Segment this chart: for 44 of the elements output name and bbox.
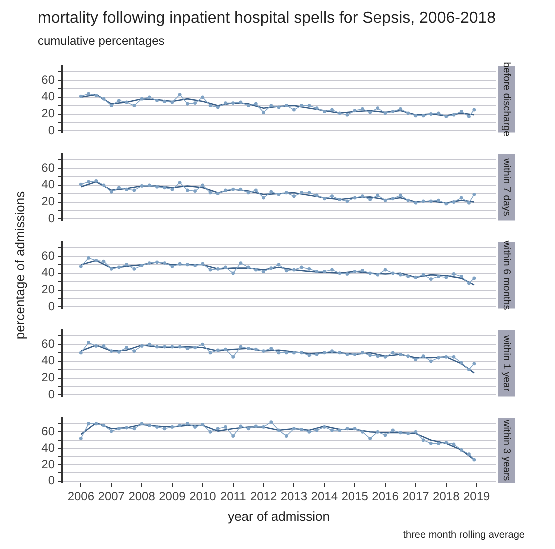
y-tick-label: 40	[42, 354, 56, 368]
x-tick-label: 2014	[311, 490, 338, 504]
y-axis-title: percentage of admissions	[12, 191, 28, 340]
x-tick-label: 2011	[220, 490, 247, 504]
text: before discharge	[500, 62, 512, 138]
text: cumulative percentages	[38, 34, 165, 48]
x-tick-label: 2013	[280, 490, 308, 504]
y-tick-label: 60	[42, 72, 56, 87]
y-tick-label: 0	[48, 123, 56, 138]
x-tick-label: 2016	[372, 490, 400, 504]
y-tick-label: 60	[42, 248, 56, 263]
y-tick-label: 20	[42, 106, 56, 121]
text: within 6 months	[500, 240, 512, 310]
y-tick-label: 60	[42, 160, 56, 175]
y-tick-label: 60	[42, 424, 56, 438]
y-tick-label: 0	[48, 474, 56, 488]
x-tick-label: 2012	[250, 490, 278, 504]
y-tick-label: 0	[48, 211, 56, 226]
y-tick-label: 40	[42, 266, 56, 280]
x-tick-label: 2007	[98, 490, 126, 504]
y-tick-label: 0	[48, 299, 56, 314]
y-tick-label: 20	[42, 194, 56, 209]
y-tick-label: 20	[42, 282, 56, 297]
text: within 1 year	[500, 334, 512, 392]
text: within 3 years	[500, 419, 512, 482]
y-tick-label: 40	[42, 440, 56, 455]
y-tick-label: 40	[42, 178, 56, 192]
x-tick-label: 2018	[433, 490, 460, 504]
x-tick-label: 2015	[342, 490, 369, 504]
x-axis-title: year of admission	[228, 508, 330, 524]
y-tick-label: 60	[42, 336, 56, 351]
text: within 7 days	[500, 158, 512, 216]
x-tick-label: 2006	[68, 490, 95, 504]
text: mortality following inpatient hospital spells for Sepsis, 2006-2018	[38, 10, 496, 28]
x-tick-label: 2019	[463, 490, 490, 504]
x-tick-label: 2017	[402, 490, 430, 504]
y-tick-label: 20	[42, 370, 56, 385]
x-tick-label: 2010	[190, 490, 217, 504]
text: three month rolling average	[403, 530, 525, 541]
y-tick-label: 20	[42, 457, 56, 472]
x-tick-label: 2009	[159, 490, 186, 504]
y-tick-label: 40	[42, 90, 56, 104]
y-tick-label: 0	[48, 387, 56, 402]
x-tick-label: 2008	[128, 490, 156, 504]
